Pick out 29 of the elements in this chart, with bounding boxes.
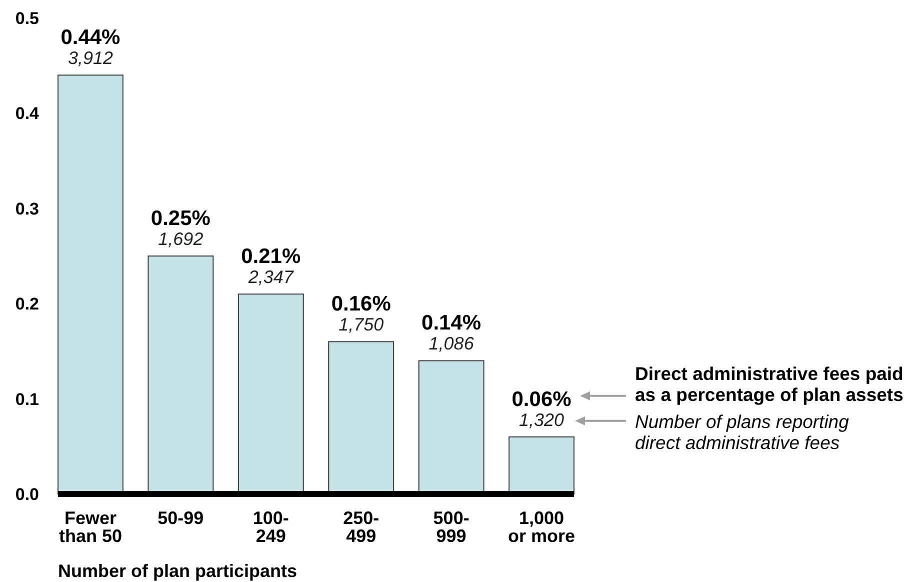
x-tick-label: 250- 499 xyxy=(343,508,380,546)
bar xyxy=(508,436,574,494)
y-tick-label: 0.0 xyxy=(15,484,39,504)
x-tick-label: 1,000 or more xyxy=(508,508,576,546)
data-label: 0.21% xyxy=(241,245,301,268)
annotation: 3,912 xyxy=(68,48,113,68)
data-label: 0.25% xyxy=(150,207,211,230)
annotation: 1,692 xyxy=(158,229,204,249)
annotation: 1,750 xyxy=(338,314,384,335)
text: Number of plans reporting direct administrative fees xyxy=(635,410,850,453)
data-label: 0.44% xyxy=(60,26,121,50)
y-tick-label: 0.1 xyxy=(15,390,39,409)
y-tick-label: 0.2 xyxy=(15,294,39,314)
x-tick-label: 500- 999 xyxy=(433,508,470,546)
data-label: 0.14% xyxy=(422,312,482,335)
annotation: 1,086 xyxy=(428,334,475,354)
annotation: 2,347 xyxy=(247,267,294,288)
bar xyxy=(58,74,124,494)
x-tick-label: 50-99 xyxy=(158,508,204,528)
x-tick-label: 100- 249 xyxy=(252,508,289,546)
annotation: 1,320 xyxy=(519,410,564,430)
data-label: 0.06% xyxy=(512,388,572,411)
y-tick-label: 0.3 xyxy=(15,199,39,218)
x-axis-title: Number of plan participants xyxy=(58,561,298,581)
text: Direct administrative fees paid as a percentage of plan assets xyxy=(635,362,904,405)
y-tick-label: 0.5 xyxy=(15,8,39,28)
x-tick-label: Fewer than 50 xyxy=(58,508,122,546)
data-label: 0.16% xyxy=(331,292,392,316)
y-tick-label: 0.4 xyxy=(15,104,40,124)
